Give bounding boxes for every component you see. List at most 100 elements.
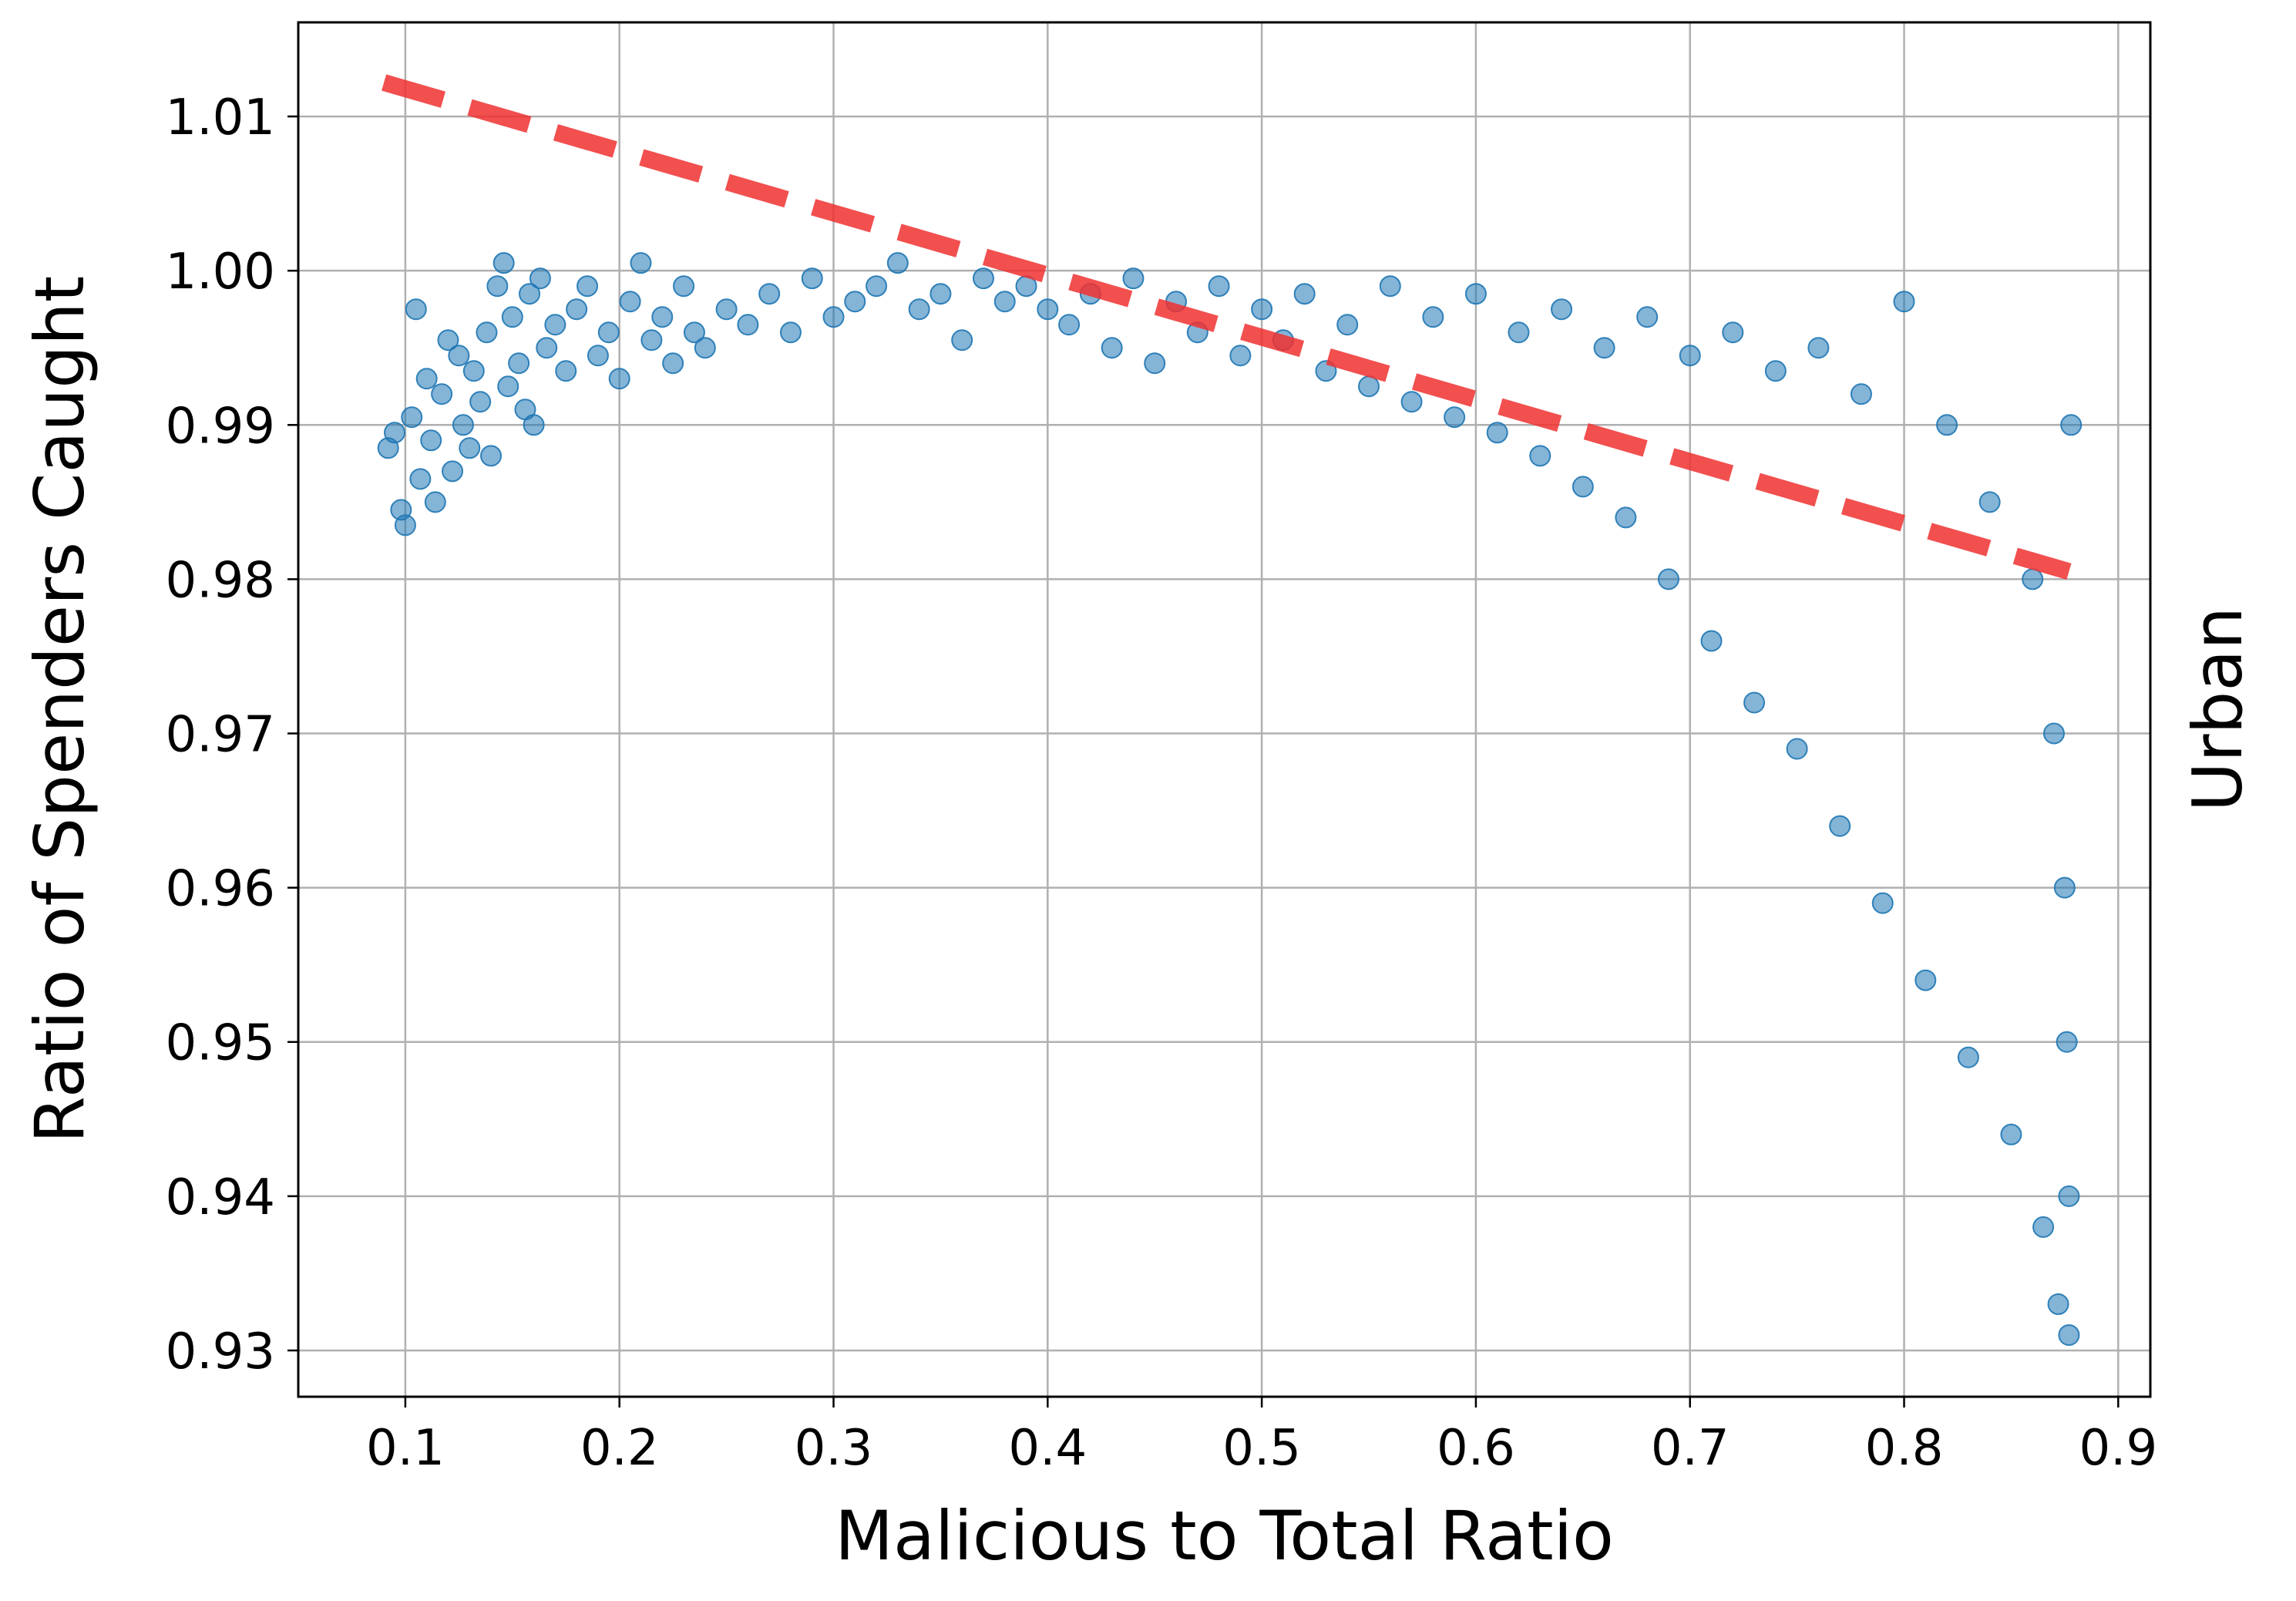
scatter-point	[1743, 691, 1766, 714]
scatter-point	[1122, 267, 1145, 290]
scatter-point	[1058, 314, 1081, 336]
scatter-point	[529, 267, 551, 290]
scatter-point	[683, 321, 705, 344]
x-tick-label: 0.1	[366, 1420, 445, 1477]
scatter-point	[1850, 383, 1872, 405]
scatter-point	[519, 283, 541, 305]
scatter-point	[1722, 321, 1744, 344]
scatter-point	[462, 360, 485, 382]
y-tick-label: 0.96	[166, 861, 276, 918]
trend-line	[382, 74, 2072, 580]
scatter-point	[822, 306, 845, 328]
scatter-point	[544, 314, 566, 336]
scatter-point	[448, 345, 470, 367]
scatter-point	[431, 383, 453, 405]
scatter-point	[2047, 1293, 2069, 1315]
scatter-point	[1572, 476, 1594, 498]
scatter-point	[1551, 298, 1573, 321]
scatter-point	[951, 329, 973, 351]
x-axis-ticks: 0.1 0.2 0.3 0.4 0.5 0.6 0.7 0.8 0.9	[366, 1397, 2157, 1477]
scatter-points	[377, 252, 2083, 1346]
y-axis-ticks: 0.93 0.94 0.95 0.96 0.97 0.98 0.99 1.00 1.01	[166, 89, 298, 1381]
scatter-point	[1807, 337, 1830, 359]
y-tick-label: 0.98	[166, 552, 276, 609]
scatter-point	[2022, 568, 2044, 590]
scatter-point	[630, 252, 652, 274]
scatter-point	[587, 345, 609, 367]
y-tick-label: 1.01	[166, 89, 276, 146]
scatter-point	[737, 314, 759, 336]
panel-side-label: Urban	[2178, 607, 2257, 812]
scatter-point	[1379, 275, 1401, 298]
scatter-point	[1529, 445, 1551, 467]
scatter-point	[673, 275, 695, 298]
scatter-point	[597, 321, 620, 344]
scatter-point	[1208, 275, 1230, 298]
scatter-point	[497, 375, 519, 398]
scatter-point	[492, 252, 515, 274]
x-tick-label: 0.5	[1222, 1420, 1301, 1477]
scatter-point	[577, 275, 599, 298]
scatter-point	[1229, 345, 1252, 367]
scatter-point	[801, 267, 823, 290]
scatter-point	[1829, 815, 1851, 837]
y-tick-label: 0.95	[166, 1015, 276, 1072]
scatter-point	[1978, 491, 2001, 513]
plot-area-frame	[297, 21, 2152, 1398]
trend-line-group	[382, 74, 2072, 580]
scatter-point	[1700, 630, 1723, 652]
scatter-point	[715, 298, 738, 321]
scatter-point	[536, 337, 558, 359]
scatter-point	[486, 275, 509, 298]
scatter-point	[651, 306, 674, 328]
scatter-point	[424, 491, 446, 513]
scatter-point	[476, 321, 498, 344]
scatter-point	[662, 352, 684, 375]
scatter-point	[566, 298, 588, 321]
scatter-point	[1400, 391, 1423, 413]
scatter-point	[779, 321, 802, 344]
scatter-point	[1336, 314, 1359, 336]
scatter-point	[415, 368, 438, 390]
scatter-point	[866, 275, 888, 298]
y-tick-label: 0.99	[166, 398, 276, 455]
scatter-point	[1786, 738, 1808, 760]
scatter-point	[452, 414, 474, 436]
scatter-point	[993, 291, 1016, 313]
y-tick-label: 0.97	[166, 707, 276, 764]
y-tick-label: 0.93	[166, 1324, 276, 1381]
scatter-point	[929, 283, 952, 305]
y-axis-title: Ratio of Spenders Caught	[20, 276, 99, 1144]
scatter-point	[1508, 321, 1530, 344]
scatter-point	[405, 298, 427, 321]
scatter-point	[844, 291, 866, 313]
scatter-point	[384, 422, 406, 444]
scatter-point	[1144, 352, 1166, 375]
x-tick-label: 0.9	[2079, 1420, 2157, 1477]
scatter-point	[409, 468, 432, 490]
scatter-point	[619, 291, 641, 313]
scatter-point	[2058, 1324, 2080, 1346]
scatter-point	[640, 329, 663, 351]
scatter-point	[1486, 422, 1508, 444]
x-axis-title: Malicious to Total Ratio	[835, 1496, 1614, 1576]
x-tick-label: 0.7	[1651, 1420, 1730, 1477]
scatter-point	[1893, 291, 1915, 313]
x-tick-label: 0.6	[1437, 1420, 1515, 1477]
grid	[298, 22, 2150, 1397]
scatter-point	[1636, 306, 1659, 328]
y-tick-label: 1.00	[166, 244, 276, 301]
scatter-point	[694, 337, 716, 359]
scatter-point	[972, 267, 994, 290]
scatter-point	[508, 352, 530, 375]
scatter-point	[437, 329, 459, 351]
scatter-point	[758, 283, 781, 305]
scatter-point	[2058, 1185, 2080, 1207]
scatter-point	[886, 252, 909, 274]
scatter-point	[1764, 360, 1787, 382]
scatter-point	[1251, 298, 1273, 321]
x-tick-label: 0.8	[1865, 1420, 1944, 1477]
scatter-point	[1615, 506, 1637, 529]
scatter-point	[1679, 345, 1701, 367]
